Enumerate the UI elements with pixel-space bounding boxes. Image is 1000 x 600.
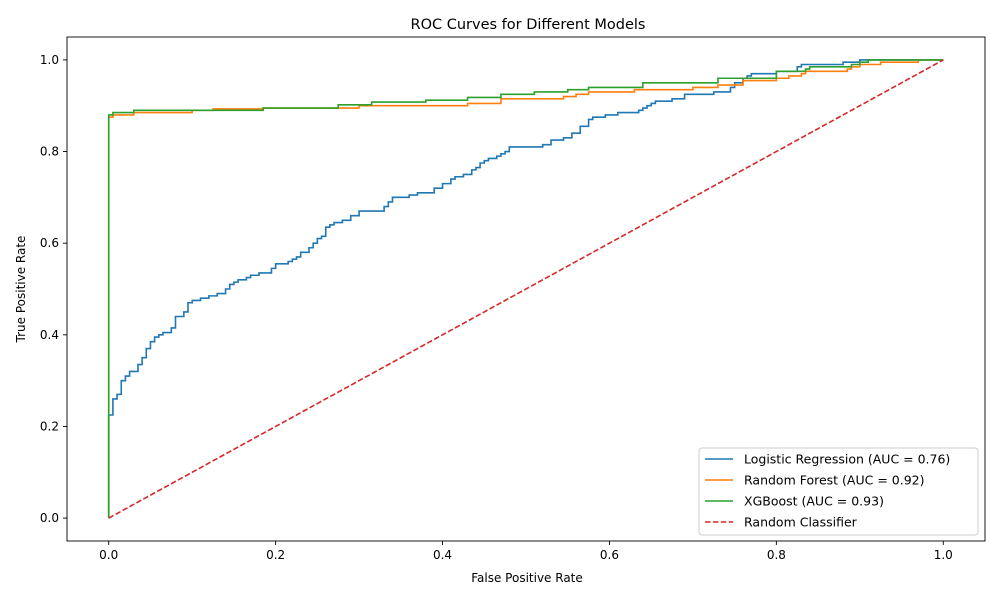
y-tick-label: 0.2 [40, 419, 59, 433]
legend-label-2: XGBoost (AUC = 0.93) [744, 494, 884, 509]
y-tick-label: 0.8 [40, 145, 59, 159]
y-tick-label: 0.0 [40, 511, 59, 525]
x-tick-label: 0.2 [266, 548, 285, 562]
y-tick-label: 0.4 [40, 328, 59, 342]
chart-title: ROC Curves for Different Models [411, 17, 646, 33]
legend-label-0: Logistic Regression (AUC = 0.76) [744, 452, 950, 467]
x-tick-label: 0.4 [433, 548, 452, 562]
x-tick-label: 1.0 [934, 548, 953, 562]
y-tick-label: 0.6 [40, 236, 59, 250]
series-line-3 [108, 59, 944, 519]
legend-label-1: Random Forest (AUC = 0.92) [744, 473, 925, 488]
legend-label-3: Random Classifier [744, 515, 858, 530]
series-line-2 [107, 59, 944, 519]
legend: Logistic Regression (AUC = 0.76) Random F… [698, 447, 979, 536]
x-tick-label: 0.8 [767, 548, 786, 562]
axes: 0.0 0.2 0.4 0.6 0.8 1.0 0.0 0.2 0.4 0.6 0.8 1.0 [40, 36, 986, 562]
x-axis-label: False Positive Rate [471, 571, 583, 585]
y-axis-label: True Positive Rate [14, 236, 28, 344]
x-tick-label: 0.6 [600, 548, 619, 562]
y-tick-label: 1.0 [40, 53, 59, 67]
axes-frame [66, 36, 986, 542]
legend-box [698, 447, 979, 536]
x-tick-label: 0.0 [99, 548, 118, 562]
series-line-0 [107, 59, 944, 519]
plot-area [107, 59, 944, 519]
